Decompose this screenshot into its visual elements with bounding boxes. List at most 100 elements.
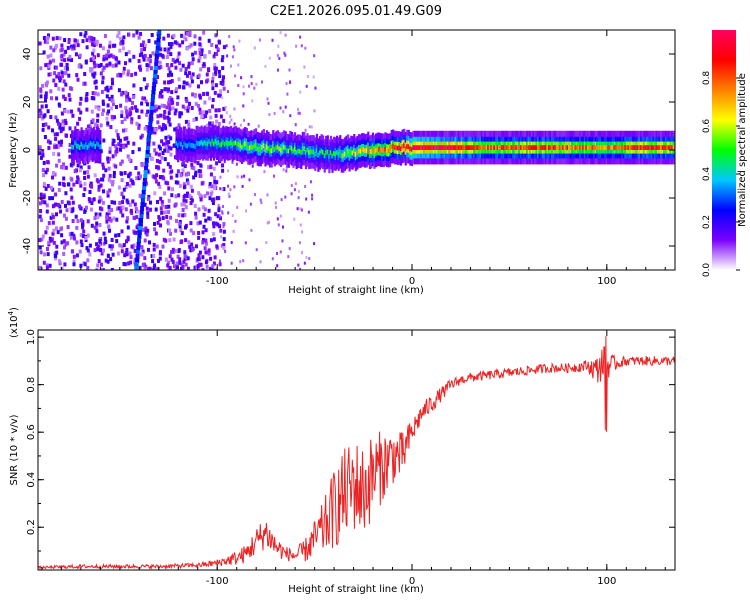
heatmap-cell <box>40 104 44 109</box>
heatmap-cell <box>67 93 71 98</box>
heatmap-cell <box>156 114 160 119</box>
heatmap-cell <box>127 174 131 179</box>
heatmap-cell <box>124 52 128 57</box>
heatmap-cell <box>209 172 213 177</box>
heatmap-cell <box>184 199 188 204</box>
heatmap-cell <box>98 223 102 227</box>
heatmap-cell <box>239 143 242 148</box>
heatmap-cell <box>661 145 664 150</box>
heatmap-cell <box>119 103 123 108</box>
heatmap-cell <box>154 207 158 212</box>
heatmap-cell <box>53 132 57 137</box>
colorbar-tick-label: 0.6 <box>702 119 712 134</box>
snr-y-tick-label: 0.8 <box>26 377 37 393</box>
heatmap-cell <box>259 147 262 152</box>
heatmap-cell <box>521 145 524 150</box>
heatmap-cell <box>219 80 223 85</box>
heatmap-cell <box>64 133 68 138</box>
heatmap-cell <box>99 71 103 76</box>
heatmap-cell <box>70 231 74 236</box>
heatmap-cell <box>145 232 149 237</box>
heatmap-cell <box>128 97 132 102</box>
heatmap-cell <box>177 249 181 254</box>
heatmap-cell <box>135 30 139 35</box>
heatmap-cell <box>39 111 43 116</box>
heatmap-cell <box>81 234 85 238</box>
heatmap-cell <box>97 187 101 192</box>
heatmap-cell <box>250 82 253 85</box>
heatmap-cell <box>619 145 622 150</box>
heatmap-cell <box>119 143 123 148</box>
heatmap-cell <box>143 238 147 243</box>
heatmap-cell <box>127 50 131 55</box>
heatmap-cell <box>48 60 52 65</box>
heatmap-cell <box>289 114 292 118</box>
heatmap-cell <box>340 153 343 159</box>
heatmap-cell <box>198 47 202 52</box>
heatmap-cell <box>181 213 185 218</box>
heatmap-cell <box>209 238 213 243</box>
heatmap-cell <box>39 250 43 255</box>
heatmap-cell <box>214 113 218 118</box>
heatmap-cell <box>437 145 440 150</box>
heatmap-cell <box>102 189 105 194</box>
heatmap-cell <box>187 240 191 245</box>
heatmap-cell <box>64 203 67 208</box>
heatmap-cell <box>60 62 64 67</box>
heatmap-cell <box>99 198 103 203</box>
heatmap-cell <box>83 182 87 186</box>
heatmap-cell <box>177 193 181 198</box>
heatmap-cell <box>615 145 618 150</box>
heatmap-cell <box>103 236 107 241</box>
heatmap-cell <box>38 108 42 113</box>
heatmap-cell <box>63 245 66 250</box>
heatmap-cell <box>275 205 278 209</box>
snr-frame <box>37 329 676 571</box>
heatmap-cell <box>163 104 166 109</box>
heatmap-cell <box>60 240 64 245</box>
heatmap-cell <box>198 220 202 225</box>
heatmap-cell <box>574 145 577 150</box>
heatmap-cell <box>143 126 147 131</box>
heatmap-cell <box>55 96 59 101</box>
heatmap-cell <box>217 69 221 74</box>
heatmap-cell <box>141 190 146 195</box>
heatmap-cell <box>221 168 225 173</box>
heatmap-cell <box>84 98 88 103</box>
heatmap-cell <box>61 119 65 124</box>
heatmap-cell <box>146 228 150 233</box>
heatmap-cell <box>153 227 157 232</box>
heatmap-cell <box>123 171 127 175</box>
heatmap-cell <box>297 196 300 200</box>
heatmap-cell <box>105 94 109 99</box>
heatmap-cell <box>57 144 61 149</box>
heatmap-cell <box>49 115 53 119</box>
heatmap-cell <box>228 194 231 198</box>
heatmap-cell <box>160 200 164 204</box>
heatmap-cell <box>123 117 127 121</box>
heatmap-cell <box>209 165 213 169</box>
heatmap-cell <box>204 250 208 255</box>
heatmap-cell <box>233 107 236 111</box>
heatmap-cell <box>141 249 145 254</box>
heatmap-cell <box>668 145 671 150</box>
heatmap-cell <box>135 108 139 113</box>
heatmap-cell <box>108 173 112 178</box>
heatmap-cell <box>54 256 58 261</box>
heatmap-cell <box>184 96 188 101</box>
heatmap-cell <box>96 244 100 249</box>
heatmap-cell <box>305 197 308 201</box>
heatmap-cell <box>240 76 243 80</box>
heatmap-cell <box>194 144 197 149</box>
heatmap-cell <box>107 109 111 114</box>
heatmap-cell <box>169 136 173 141</box>
heatmap-cell <box>136 209 140 214</box>
heatmap-cell <box>162 168 166 173</box>
heatmap-cell <box>85 205 88 210</box>
heatmap-cell <box>38 151 42 156</box>
heatmap-cell <box>167 210 171 214</box>
heatmap-cell <box>120 249 124 254</box>
heatmap-cell <box>126 92 130 97</box>
heatmap-cell <box>186 143 189 149</box>
heatmap-cell <box>138 65 141 70</box>
